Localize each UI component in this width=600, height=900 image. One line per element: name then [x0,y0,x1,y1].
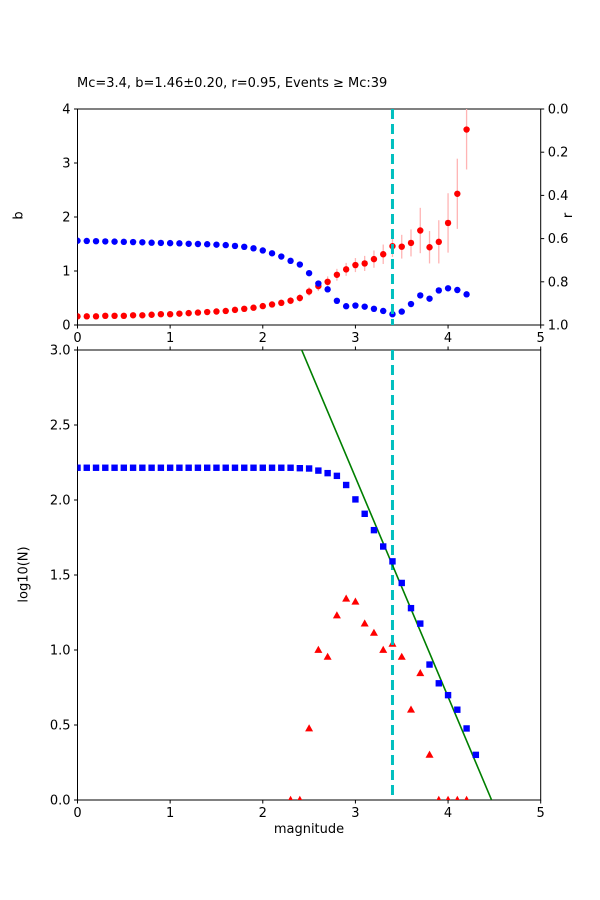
b-value-panel: 0 1 2 3 4 5 0 1 2 3 4 0.0 0.2 0.4 0.6 0.8 1.0 [62,103,569,347]
svg-text:5: 5 [537,331,545,346]
b-value-panel-y-ticks-right: 0.0 0.2 0.4 0.6 0.8 1.0 [540,103,569,334]
svg-text:0.0: 0.0 [548,103,569,118]
fmd-panel: 0 1 2 3 4 5 0.0 0.5 1.0 1.5 2.0 2.5 3.0 [50,344,545,822]
svg-text:0: 0 [73,331,81,346]
svg-text:3.0: 3.0 [50,344,71,359]
b-value-panel-correlation-r [77,237,470,318]
svg-text:0: 0 [73,806,81,821]
b-value-panel-x-ticks: 0 1 2 3 4 5 [73,325,545,346]
svg-text:1: 1 [62,265,70,280]
svg-text:2: 2 [259,331,267,346]
top-left-axis-label: b [11,211,27,220]
svg-text:2: 2 [62,211,70,226]
svg-text:0.2: 0.2 [548,146,569,161]
svg-text:0.4: 0.4 [548,189,569,204]
svg-text:1.0: 1.0 [50,644,71,659]
svg-text:4: 4 [444,806,452,821]
svg-text:2.0: 2.0 [50,494,71,509]
svg-text:4: 4 [62,103,70,118]
fmd-panel-incremental-count [288,594,469,800]
svg-text:0.6: 0.6 [548,232,569,247]
svg-text:1.0: 1.0 [548,319,569,334]
svg-text:4: 4 [444,331,452,346]
svg-text:5: 5 [537,806,545,821]
b-value-panel-b-value [77,109,470,320]
bottom-left-axis-label: log10(N) [16,546,32,603]
x-axis-label: magnitude [273,822,345,837]
fmd-panel-spines [77,349,542,801]
svg-text:3: 3 [62,157,70,172]
svg-text:2.5: 2.5 [50,419,71,434]
svg-text:2: 2 [259,806,267,821]
fmd-panel-y-ticks-left: 0.0 0.5 1.0 1.5 2.0 2.5 3.0 [50,344,78,809]
b-value-panel-y-ticks-left: 0 1 2 3 4 [62,103,78,334]
svg-text:0.5: 0.5 [50,719,71,734]
svg-text:1: 1 [166,806,174,821]
svg-text:1: 1 [166,331,174,346]
svg-text:0.0: 0.0 [50,794,71,809]
svg-text:3: 3 [351,806,359,821]
svg-text:0.8: 0.8 [548,275,569,290]
fmd-panel-gr-fit-line [300,350,493,800]
fmd-panel-cumulative-count [77,464,480,759]
svg-text:3: 3 [351,331,359,346]
figure-title: Mc=3.4, b=1.46±0.20, r=0.95, Events ≥ Mc… [77,76,388,91]
svg-text:0: 0 [62,319,70,334]
fmd-panel-x-ticks: 0 1 2 3 4 5 [73,346,545,821]
top-right-axis-label: r [561,212,577,219]
svg-text:1.5: 1.5 [50,569,71,584]
